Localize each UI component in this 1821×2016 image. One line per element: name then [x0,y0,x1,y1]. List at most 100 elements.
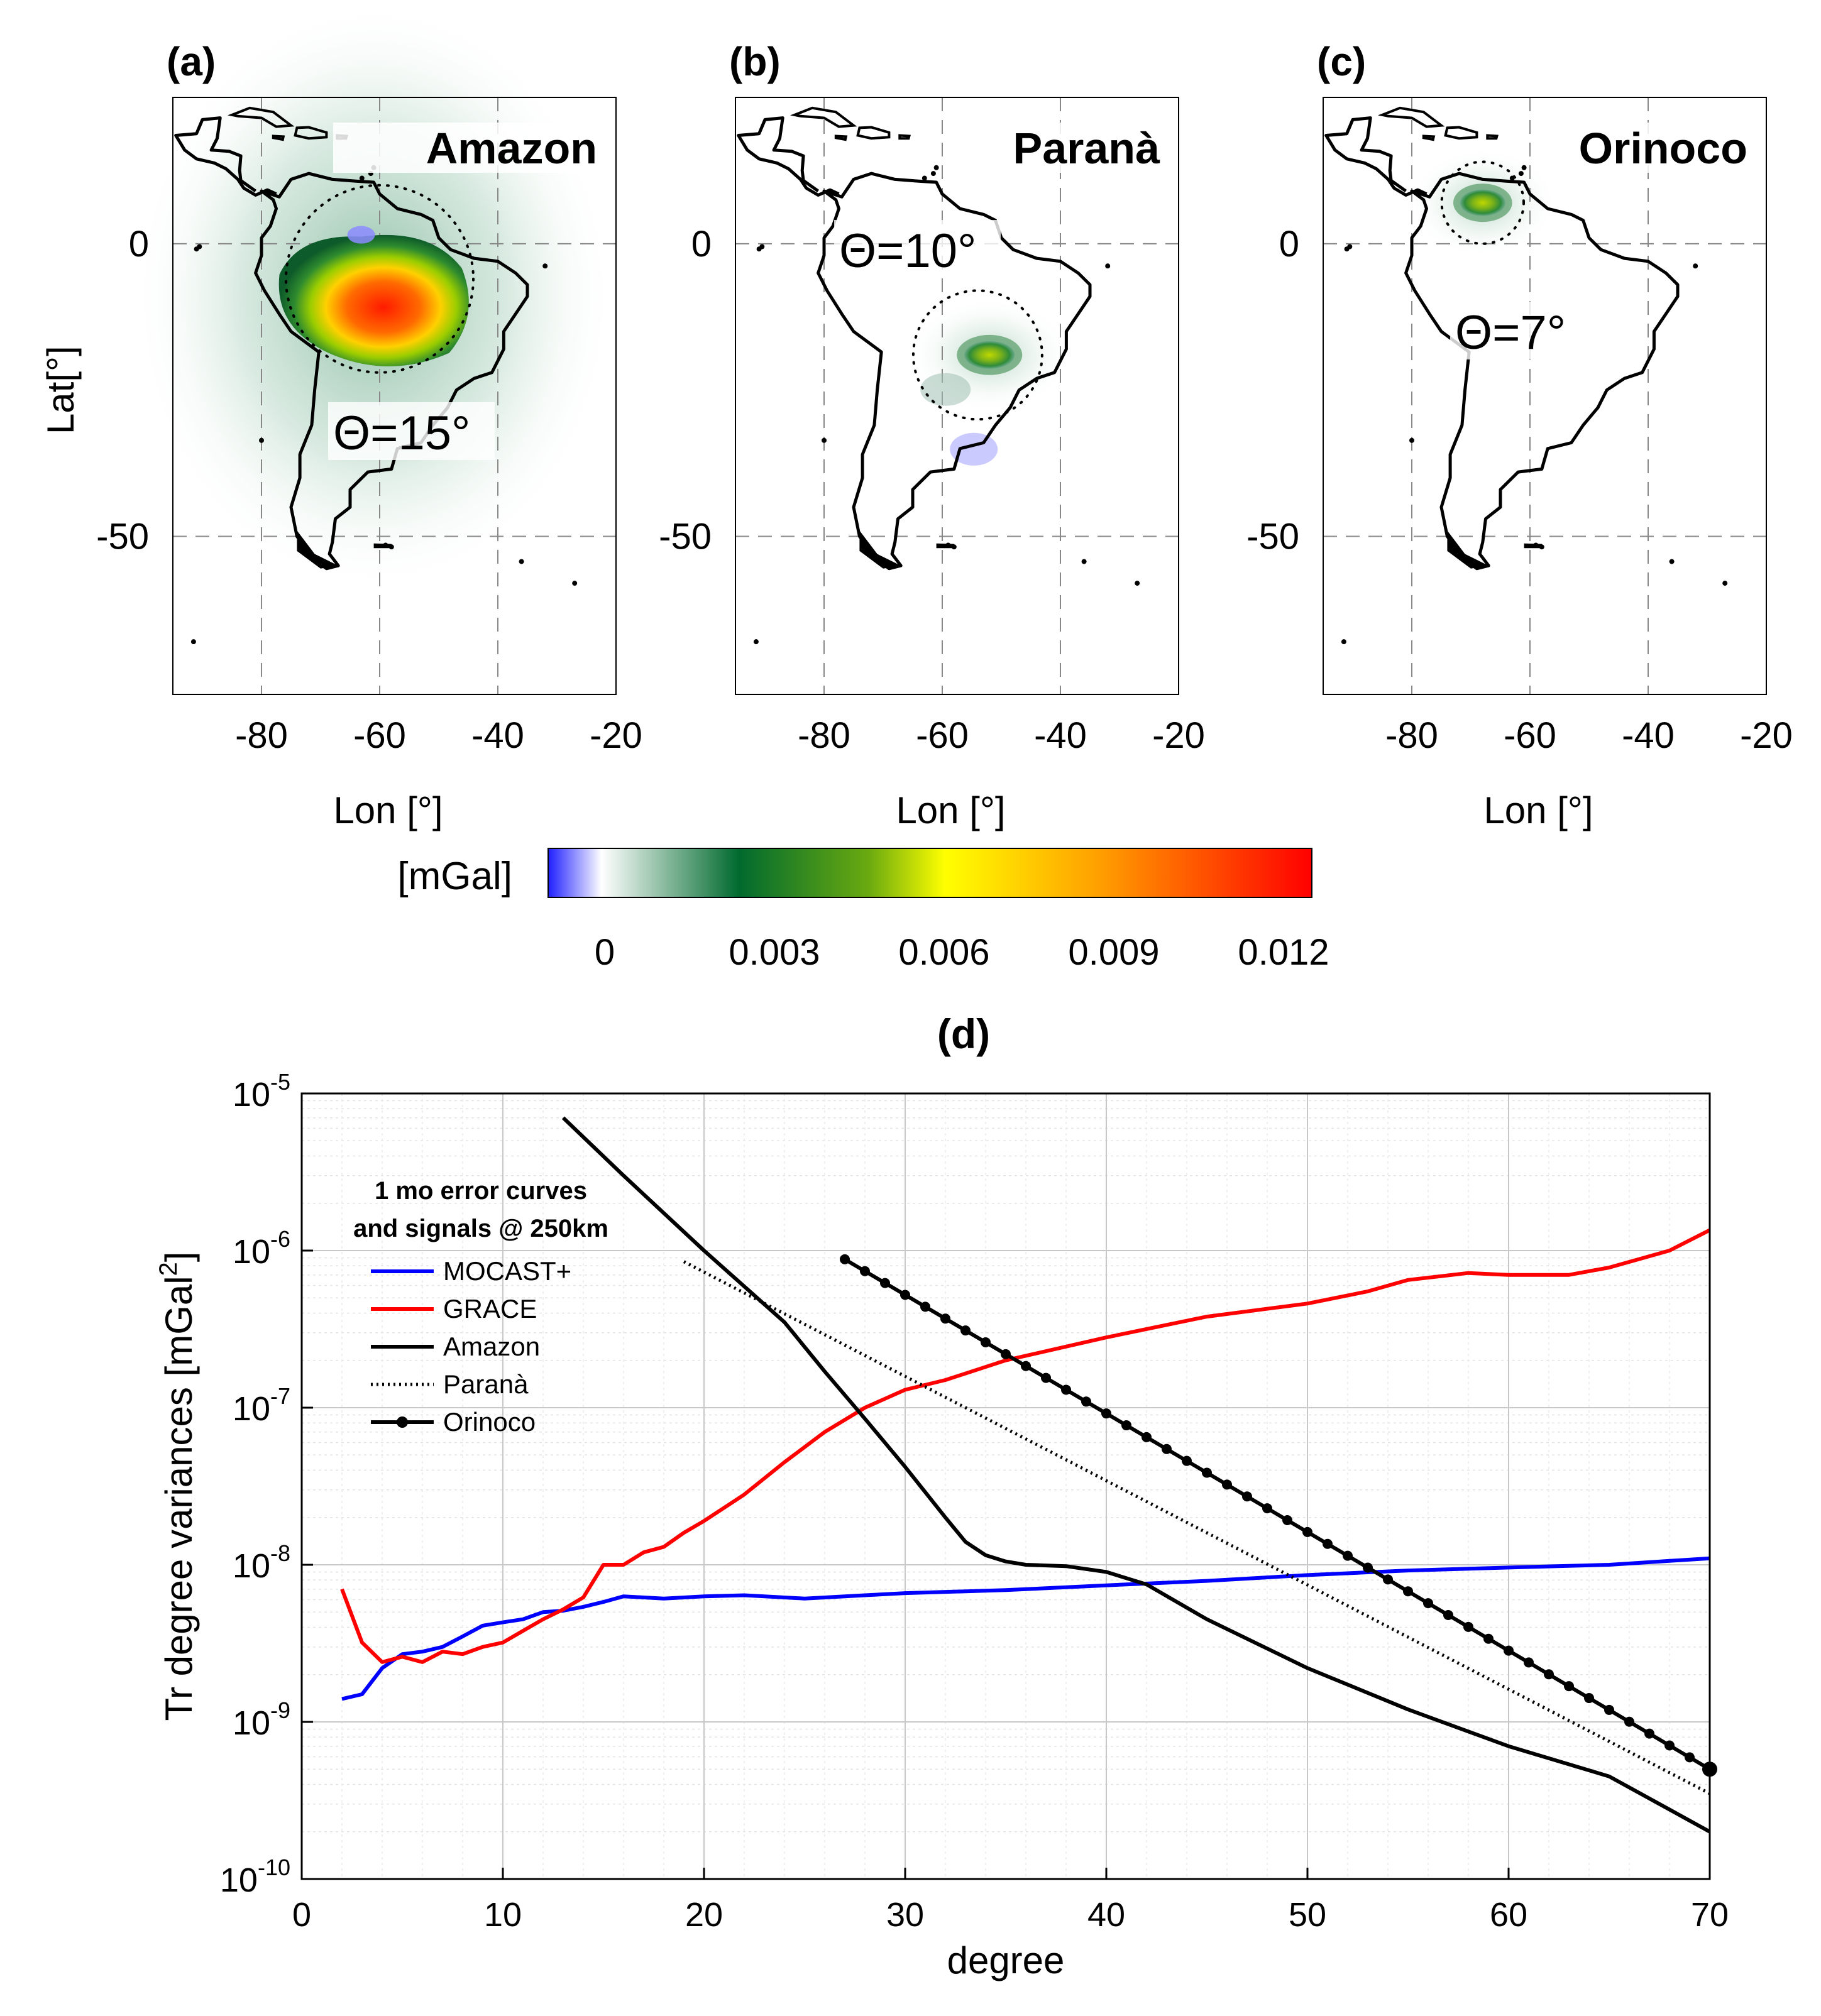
small-island [1081,559,1087,564]
series-point [1121,1420,1131,1431]
small-island [1341,639,1346,645]
series-point [1262,1503,1272,1514]
y-tick-exponent: -6 [270,1226,290,1252]
small-island [1409,437,1414,443]
colorbar-tick: 0.003 [729,932,820,973]
y-tick-label: 10-10 [220,1854,290,1899]
coastline-central-america [174,116,277,197]
x-tick-label: 50 [1289,1896,1326,1934]
map-frame [172,97,617,695]
series-line [561,1116,1711,1834]
legend-label-grace: GRACE [443,1294,537,1323]
tierra-del-fuego [1447,530,1489,569]
series-point [1624,1716,1634,1727]
series-point [1423,1598,1433,1609]
small-island [388,544,394,550]
series-point [920,1301,930,1312]
x-tick-label: -60 [916,715,969,756]
series-point [1685,1752,1695,1763]
y-tick-base: 10 [233,1704,270,1742]
series-point [1584,1693,1594,1704]
series-orinoco [840,1254,1717,1777]
signal-halo [920,373,971,406]
colorbar-tick: 0.006 [898,932,989,973]
small-island [1521,165,1527,170]
x-tick-label: 40 [1087,1896,1125,1934]
basin-label-box [949,123,1166,173]
legend-title-line: 1 mo error curves [375,1177,587,1205]
y-tick-label: 10-9 [233,1697,290,1742]
cap-circle [1440,160,1525,245]
series-point [1504,1645,1514,1656]
legend-label-parana: Paranà [443,1369,529,1399]
series-point [1443,1609,1453,1620]
legend-marker-orinoco [397,1416,408,1428]
basin-signal [964,341,1015,369]
x-tick-label: 30 [886,1896,924,1934]
series-point [1644,1728,1654,1739]
map-frame [1323,97,1767,695]
series-point [1021,1361,1031,1371]
series-point [1202,1467,1212,1478]
coastline-central-america [1324,116,1428,197]
series-point [981,1337,991,1347]
series-line [683,1260,1711,1795]
series-point [1544,1669,1554,1680]
y-tick-exponent: -7 [270,1383,290,1409]
series-point [940,1313,950,1324]
y-tick-label: 10-5 [233,1069,290,1114]
y-tick-label: 10-8 [233,1540,290,1585]
small-island [1669,559,1675,564]
series-point [1363,1562,1373,1573]
series-point [880,1278,890,1288]
small-island [922,175,927,181]
y-tick-base: 10 [220,1861,258,1899]
cap-circle [284,184,475,374]
theta-label: Θ=7° [1455,306,1566,359]
series-point [1664,1740,1675,1751]
coastline-island [1486,134,1499,140]
legend-title-line: and signals @ 250km [353,1215,608,1242]
small-island [1722,581,1728,586]
x-tick-label: 10 [484,1896,522,1934]
panel-label: (c) [1317,39,1366,84]
panel-label-d: (d) [937,1011,990,1057]
legend-label-mocast: MOCAST+ [443,1256,571,1286]
y-tick-label: 0 [129,224,149,265]
y-tick-label: -50 [659,517,712,557]
y-tick-label: 10-7 [233,1383,290,1428]
coastline-island [294,126,328,140]
basin-label: Orinoco [1579,124,1747,173]
series-paran- [683,1260,1711,1795]
y-axis-label-main: Tr degree variances [mGal [158,1276,200,1721]
x-axis-label: Lon [°] [896,789,1005,831]
coastline-central-america [737,116,840,197]
small-island [572,581,578,586]
colorbar-tick: 0 [595,932,615,973]
series-point [1323,1538,1333,1549]
small-island [194,246,199,252]
x-tick-label: -40 [471,715,524,756]
y-axis-label: Lat[°] [40,346,82,434]
small-island [383,542,388,548]
y-tick-exponent: -5 [270,1069,290,1095]
tierra-del-fuego [297,530,339,569]
x-tick-label: -20 [1740,715,1793,756]
series-point [1142,1432,1152,1442]
y-tick-base: 10 [233,1547,270,1585]
series-point [1081,1396,1091,1407]
x-tick-label: -80 [798,715,850,756]
small-island [259,437,264,443]
series-point [1041,1372,1051,1383]
theta-label-box [328,402,495,460]
y-tick-label: -50 [1246,517,1299,557]
x-tick-label: 20 [685,1896,723,1934]
series-point [840,1254,850,1264]
colorbar-gradient [547,848,1312,898]
coastline-island [789,106,857,128]
map-panels: (a) Amazon Θ=15° -80 -60 -40 -20 0 -50 Lon [°] Lat… [40,0,1793,831]
colorbar-tick: 0.012 [1238,932,1329,973]
series-point [1101,1408,1111,1419]
